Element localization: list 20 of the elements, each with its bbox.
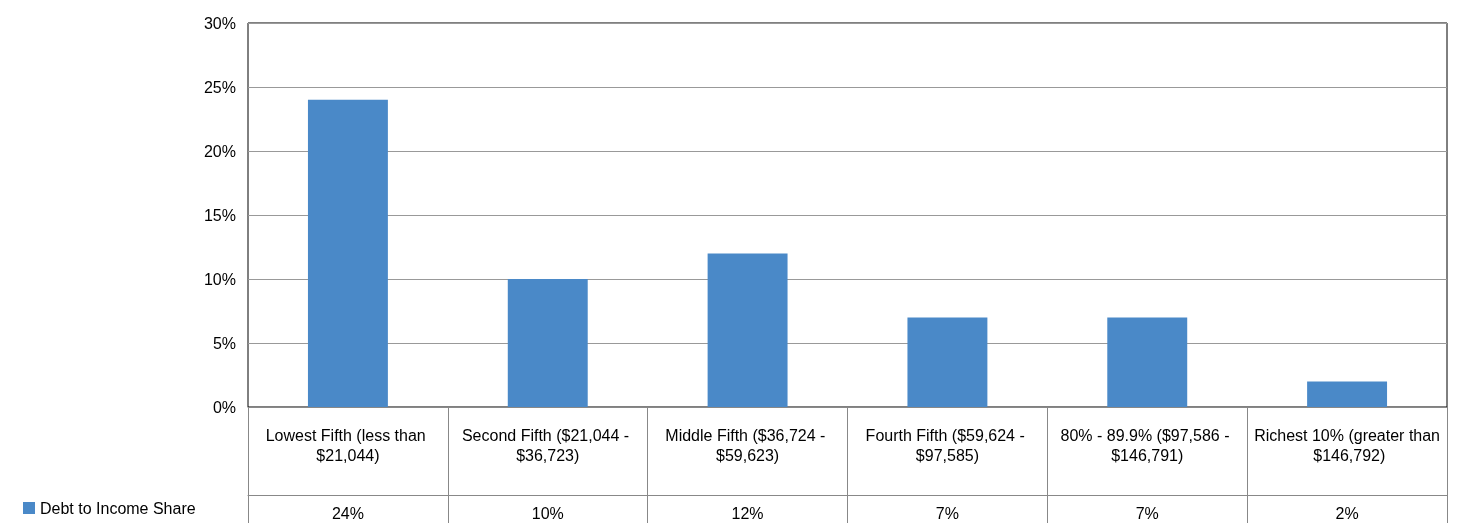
x-tick-label: Middle Fifth ($36,724 - $59,623) [665, 426, 830, 464]
data-label: 24% [331, 504, 364, 522]
y-tick-label: 0% [212, 398, 236, 416]
x-tick-label: Fourth Fifth ($59,624 - $97,585) [865, 426, 1030, 464]
y-tick-label: 20% [203, 142, 236, 160]
data-label: 7% [1135, 504, 1159, 522]
y-tick-label: 15% [203, 206, 236, 224]
y-tick-label: 5% [212, 334, 236, 352]
y-tick-label: 25% [203, 78, 236, 96]
legend-label: Debt to Income Share [40, 499, 196, 517]
y-tick-label: 10% [203, 270, 236, 288]
data-label: 10% [531, 504, 564, 522]
x-tick-label: 80% - 89.9% ($97,586 - $146,791) [1060, 426, 1234, 464]
data-label: 2% [1335, 504, 1359, 522]
x-tick-label: Lowest Fifth (less than $21,044) [265, 426, 431, 464]
data-label: 7% [935, 504, 959, 522]
y-tick-label: 30% [203, 14, 236, 32]
x-tick-label: Richest 10% (greater than $146,792) [1254, 426, 1441, 464]
data-label: 12% [731, 504, 764, 522]
x-tick-label: Second Fifth ($21,044 - $36,723) [461, 426, 634, 464]
